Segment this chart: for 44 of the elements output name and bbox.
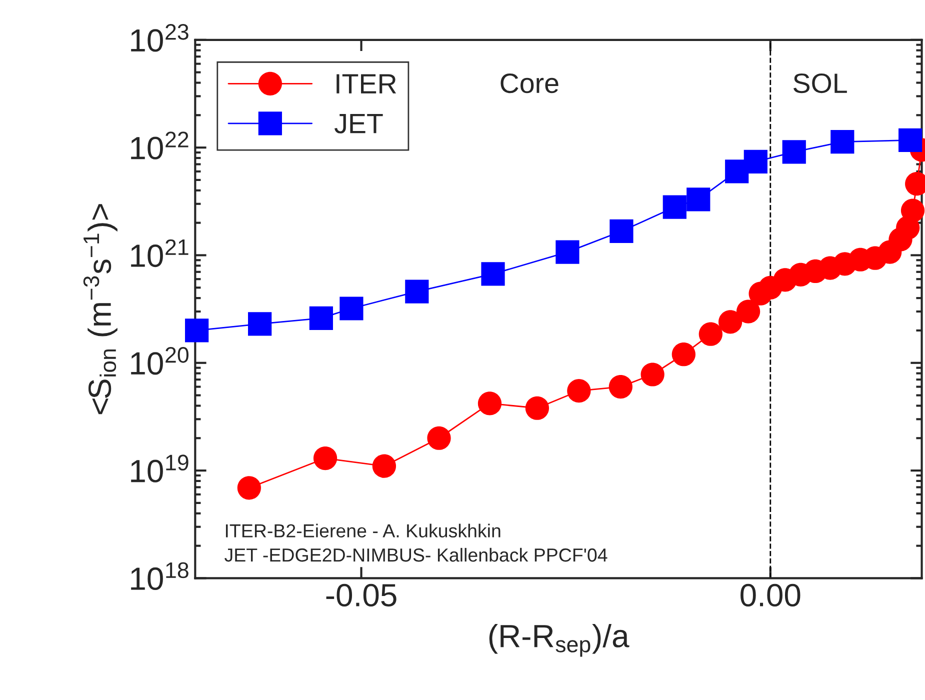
point: [744, 150, 768, 174]
point: [718, 310, 742, 334]
point: [610, 219, 634, 244]
point: [248, 312, 272, 336]
point: [567, 379, 591, 403]
annotation: SOL: [794, 73, 847, 94]
legend-label: ITER: [336, 74, 396, 94]
point: [427, 426, 451, 450]
point: [405, 280, 429, 304]
point: [340, 296, 364, 320]
point: [782, 140, 806, 164]
y-tick-label: 10$^{19}$: [131, 454, 188, 482]
annotation: ITER-B2-Eierene - A. Kukuskhkin: [226, 524, 500, 538]
x-axis-title: (R-R$_{sep}$)/a: [489, 624, 630, 657]
point: [556, 240, 580, 264]
point: [481, 262, 505, 286]
x-tick-label: -0.05: [326, 584, 396, 607]
x-tick-label: 0.00: [740, 584, 800, 607]
y-tick-label: 10$^{18}$: [131, 562, 188, 590]
point: [698, 322, 722, 346]
point: [686, 188, 710, 212]
point: [313, 446, 338, 470]
point: [672, 342, 696, 366]
y-tick-label: 10$^{22}$: [131, 132, 188, 160]
point: [736, 300, 760, 324]
point: [830, 130, 854, 154]
point: [185, 318, 209, 342]
y-axis-title: <S$_{ion}$ (m$^{−3}$s$^{−1}$)>: [83, 204, 118, 414]
point: [662, 195, 686, 219]
point: [237, 476, 261, 500]
legend-label: JET: [334, 114, 383, 134]
point: [525, 396, 549, 420]
y-tick-label: 10$^{23}$: [131, 24, 188, 52]
point: [640, 362, 664, 386]
point: [900, 198, 925, 222]
y-tick-label: 10$^{21}$: [131, 239, 188, 268]
y-tick-label: 10$^{20}$: [131, 346, 188, 375]
annotation: Core: [500, 73, 558, 94]
annotation: JET -EDGE2D-NIMBUS- Kallenback PPCF'04: [224, 548, 608, 562]
point: [309, 306, 333, 330]
point: [608, 374, 632, 399]
point: [478, 392, 502, 416]
point: [898, 128, 922, 152]
point: [372, 454, 396, 478]
